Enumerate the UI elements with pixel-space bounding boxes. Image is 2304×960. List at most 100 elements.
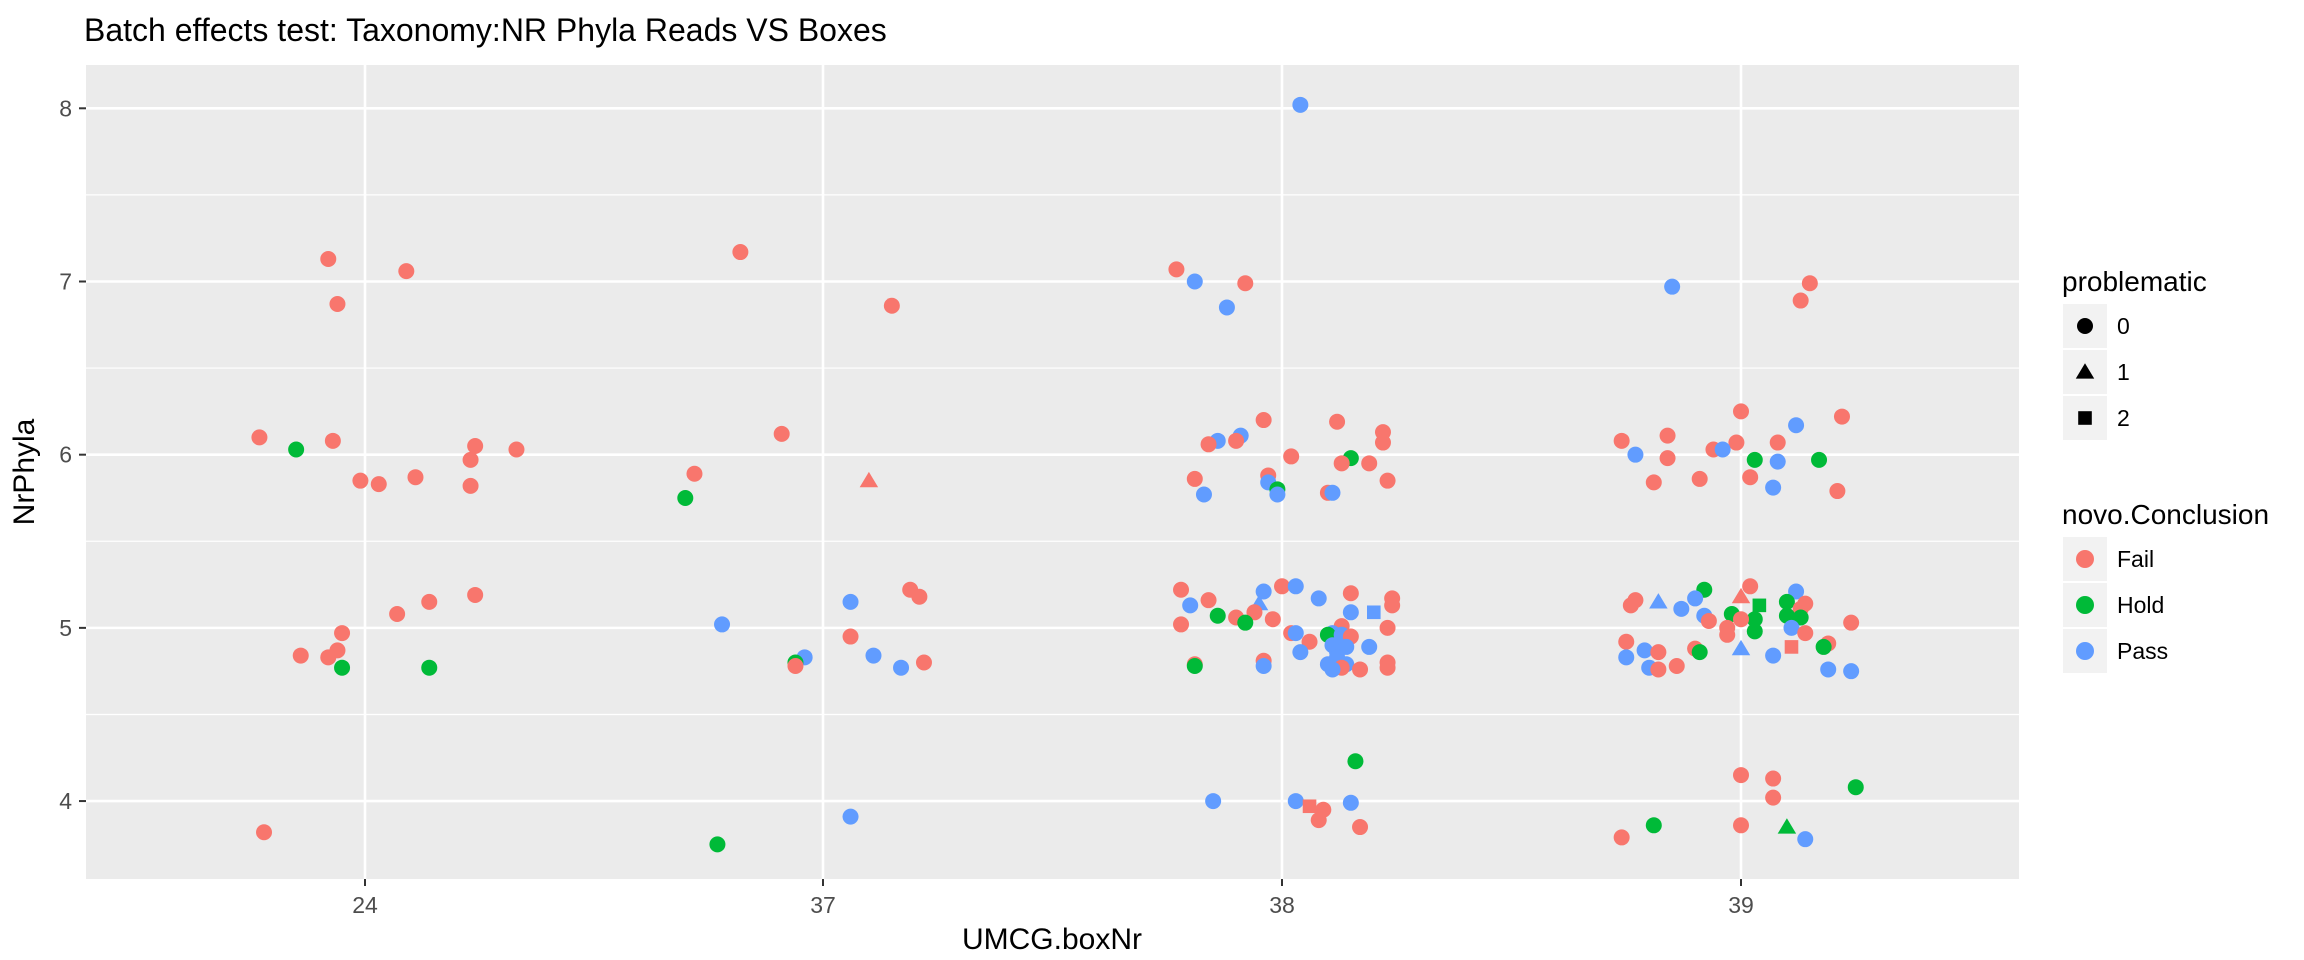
- chart-title: Batch effects test: Taxonomy:NR Phyla Re…: [84, 12, 887, 48]
- legend-label: 1: [2117, 359, 2130, 385]
- data-point: [1784, 640, 1799, 654]
- data-point: [709, 836, 726, 853]
- data-point: [1342, 585, 1359, 602]
- data-point: [915, 654, 932, 671]
- data-point: [1246, 604, 1263, 621]
- data-point: [1731, 639, 1751, 656]
- data-point: [714, 616, 731, 633]
- data-point: [1746, 611, 1763, 628]
- data-point: [334, 659, 351, 676]
- data-point: [686, 465, 703, 482]
- y-axis-title: NrPhyla: [8, 418, 41, 525]
- data-point: [1765, 770, 1782, 787]
- data-point: [1302, 799, 1317, 814]
- y-tick-label: 5: [59, 615, 72, 641]
- data-point: [1329, 413, 1346, 430]
- data-point: [398, 263, 415, 280]
- x-axis-title: UMCG.boxNr: [962, 923, 1142, 956]
- data-point: [1352, 819, 1369, 836]
- data-point: [883, 297, 900, 314]
- legend-key-color: [2076, 642, 2094, 660]
- data-point: [1200, 436, 1217, 453]
- data-point: [292, 647, 309, 664]
- data-point: [1379, 472, 1396, 489]
- legend-label: 0: [2117, 313, 2130, 339]
- y-tick-label: 6: [59, 442, 72, 468]
- data-point: [1347, 753, 1364, 770]
- data-point: [1733, 611, 1749, 628]
- data-point: [1777, 818, 1797, 834]
- data-point: [1820, 661, 1837, 678]
- data-point: [1283, 448, 1300, 465]
- legend-label: 2: [2117, 405, 2130, 431]
- x-axis: 24 37 38 39: [352, 879, 1754, 918]
- data-point: [1200, 592, 1217, 609]
- data-point: [1209, 607, 1226, 624]
- data-point: [859, 471, 879, 488]
- data-point: [334, 625, 351, 642]
- data-point: [1255, 583, 1272, 600]
- data-point: [1613, 829, 1630, 846]
- data-point: [1733, 767, 1749, 784]
- data-point: [1797, 831, 1814, 848]
- data-point: [467, 438, 484, 455]
- data-point: [1788, 583, 1805, 600]
- y-tick-label: 7: [59, 268, 72, 294]
- data-point: [787, 657, 804, 674]
- data-point: [1843, 663, 1860, 680]
- legend-label: Pass: [2117, 638, 2168, 664]
- data-point: [1752, 598, 1767, 613]
- data-point: [1333, 455, 1350, 472]
- data-point: [407, 469, 424, 486]
- data-point: [1833, 408, 1850, 425]
- data-point: [1636, 642, 1653, 659]
- data-point: [320, 250, 337, 267]
- x-tick-label: 38: [1269, 892, 1295, 918]
- data-point: [1792, 609, 1809, 626]
- data-points: [251, 96, 1864, 853]
- data-point: [1733, 403, 1749, 420]
- data-point: [842, 628, 859, 645]
- data-point: [1815, 638, 1832, 655]
- data-point: [1205, 793, 1222, 810]
- data-point: [677, 489, 694, 506]
- data-point: [1324, 661, 1341, 678]
- data-point: [1361, 638, 1378, 655]
- data-point: [1173, 616, 1190, 633]
- data-point: [1186, 273, 1203, 290]
- data-point: [865, 647, 882, 664]
- legend-label: Fail: [2117, 546, 2154, 572]
- data-point: [329, 642, 346, 659]
- data-point: [1843, 614, 1860, 631]
- data-point: [288, 441, 305, 458]
- data-point: [1847, 779, 1864, 796]
- data-point: [1649, 593, 1668, 609]
- data-point: [1361, 455, 1378, 472]
- data-point: [1287, 625, 1304, 642]
- data-point: [1301, 633, 1318, 650]
- legend-title-problematic: problematic: [2062, 266, 2207, 297]
- data-point: [1618, 649, 1635, 666]
- data-point: [1742, 469, 1759, 486]
- data-point: [329, 296, 346, 313]
- data-point: [1769, 453, 1786, 470]
- data-point: [773, 425, 790, 442]
- data-point: [1618, 633, 1635, 650]
- data-point: [1659, 450, 1676, 467]
- data-point: [1765, 479, 1782, 496]
- data-point: [732, 244, 749, 261]
- data-point: [1255, 412, 1272, 429]
- plot-panel: [86, 65, 2019, 879]
- legend-label: Hold: [2117, 592, 2164, 618]
- data-point: [1788, 417, 1805, 434]
- data-point: [1379, 659, 1396, 676]
- data-point: [1374, 434, 1391, 451]
- data-point: [370, 476, 387, 493]
- data-point: [1287, 578, 1304, 595]
- y-tick-label: 4: [59, 788, 72, 814]
- data-point: [1829, 483, 1846, 500]
- data-point: [1195, 486, 1212, 503]
- data-point: [1264, 611, 1281, 628]
- data-point: [1228, 432, 1245, 449]
